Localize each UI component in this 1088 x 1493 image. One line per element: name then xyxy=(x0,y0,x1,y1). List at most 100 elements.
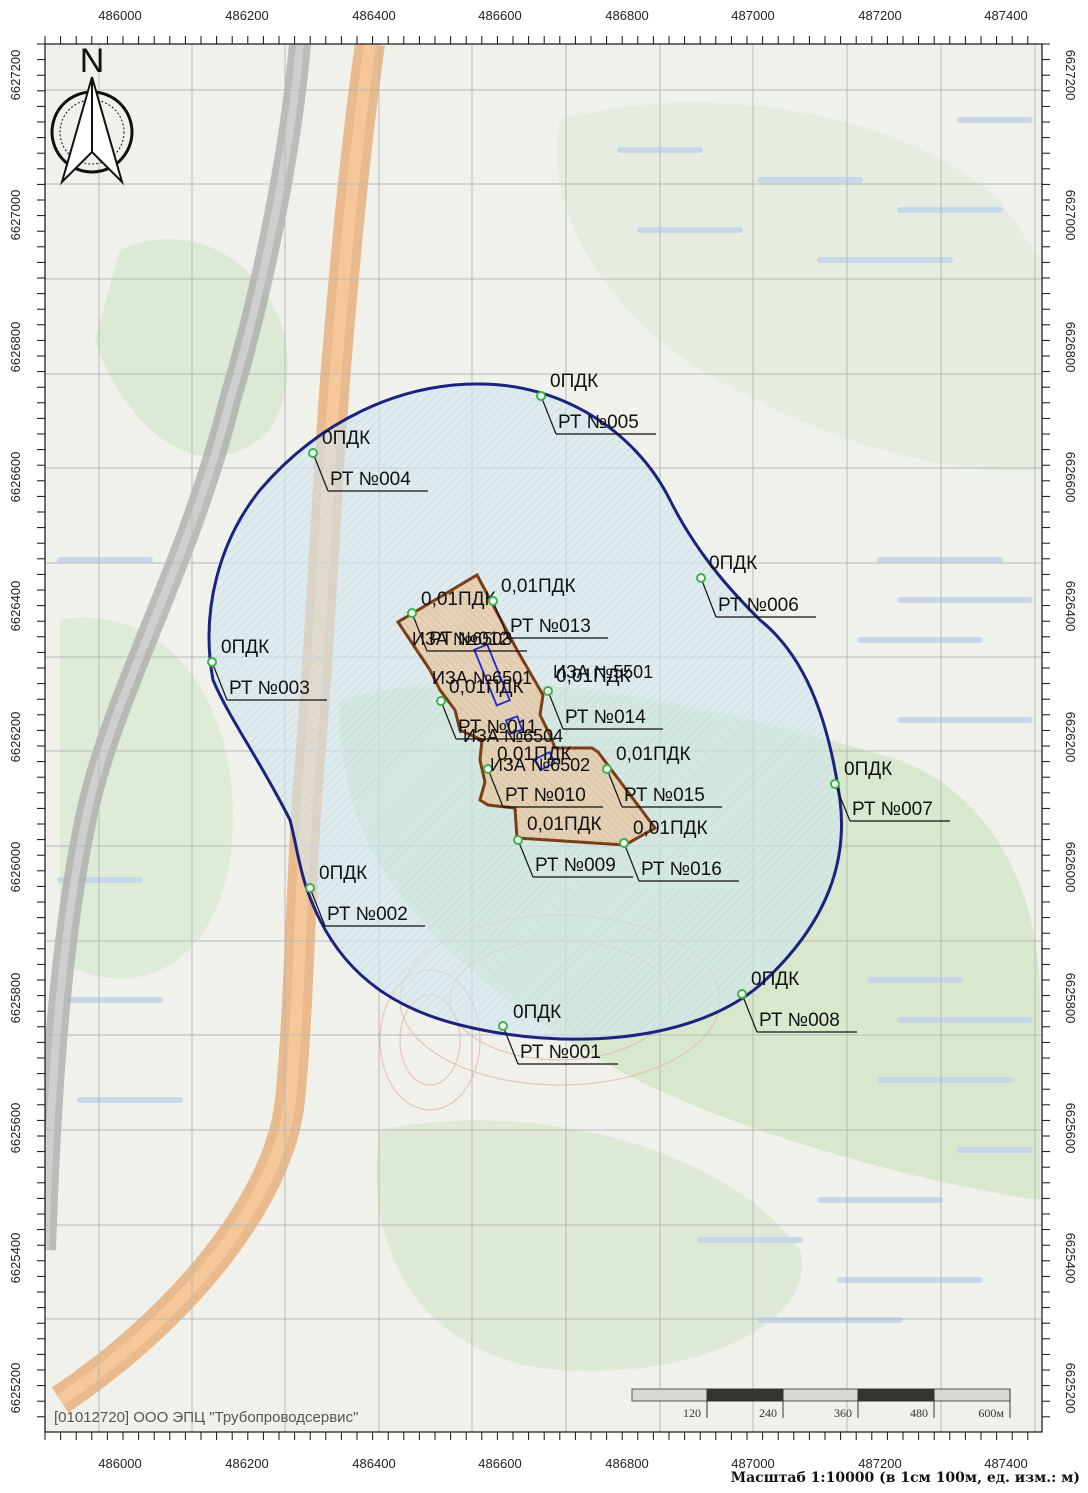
source-label: ИЗА №5501 xyxy=(553,662,653,682)
leader-line xyxy=(440,700,457,740)
scale-bar-label: 240 xyxy=(759,1406,777,1420)
concentration-label: 0,01ПДК xyxy=(527,814,602,835)
receptor-point: РТ №005 0ПДК xyxy=(536,371,656,435)
map-frame xyxy=(44,43,1043,1433)
y-coordinate-label: 6626200 xyxy=(8,712,23,763)
scale-bar-label: 600м xyxy=(978,1406,1004,1420)
leader-line xyxy=(540,395,557,435)
receptor-label: РТ №008 xyxy=(759,1010,840,1031)
scale-bar-label: 360 xyxy=(834,1406,852,1420)
railway-track xyxy=(45,44,304,1251)
scale-bar-segment xyxy=(706,1388,784,1402)
receptor-marker xyxy=(830,779,840,789)
concentration-label: 0,01ПДК xyxy=(616,744,691,765)
leader-line xyxy=(517,839,534,878)
y-coordinate-label: 6626000 xyxy=(1063,842,1078,893)
scale-bar-label: 120 xyxy=(683,1406,701,1420)
y-coordinate-label: 6627200 xyxy=(1063,50,1078,101)
source-label: ИЗА №6501 xyxy=(432,668,532,688)
receptor-marker xyxy=(498,1021,508,1031)
receptor-point: РТ №011 0,01ПДК xyxy=(436,677,556,740)
y-coordinate-label: 6626800 xyxy=(1063,322,1078,373)
y-coordinate-label: 6626200 xyxy=(1063,712,1078,763)
receptor-point: РТ №016 0,01ПДК xyxy=(619,818,739,882)
receptor-marker xyxy=(488,596,498,606)
x-coordinate-label: 487200 xyxy=(858,8,901,23)
source-labels: ИЗА №6503 ИЗА №6501 ИЗА №5501 ИЗА №6504 … xyxy=(412,629,653,775)
y-coordinate-label: 6627200 xyxy=(8,50,23,101)
y-coordinate-label: 6626800 xyxy=(8,322,23,373)
y-coordinate-label: 6625200 xyxy=(1063,1363,1078,1414)
leader-line xyxy=(309,887,326,927)
scale-bar-segment xyxy=(933,1388,1011,1402)
concentration-label: 0,01ПДК xyxy=(449,677,524,698)
concentration-label: 0,01ПДК xyxy=(497,744,572,765)
leader-line xyxy=(623,842,640,882)
receptor-marker xyxy=(483,764,493,774)
industrial-site-hatch xyxy=(398,575,655,845)
x-coordinate-label: 487000 xyxy=(731,8,774,23)
north-arrow: N xyxy=(50,42,134,186)
leader-line xyxy=(211,661,228,701)
receptor-marker xyxy=(737,989,747,999)
receptor-point: РТ №014 0,01ПДК xyxy=(543,666,663,730)
receptor-label: РТ №016 xyxy=(641,859,722,880)
receptor-marker xyxy=(513,835,523,845)
leader-line xyxy=(834,783,851,822)
receptor-label: РТ №010 xyxy=(505,785,586,806)
receptor-label: РТ №003 xyxy=(229,678,310,699)
scale-bar-segment xyxy=(857,1388,935,1402)
scale-bar-segment xyxy=(631,1388,708,1402)
concentration-label: 0ПДК xyxy=(322,428,370,449)
leader-line xyxy=(547,690,564,730)
receptor-marker xyxy=(305,883,315,893)
emission-source-6503 xyxy=(473,643,511,707)
receptor-point: РТ №009 0,01ПДК xyxy=(513,814,633,878)
y-coordinate-label: 6626600 xyxy=(1063,452,1078,503)
receptor-label: РТ №014 xyxy=(565,707,646,728)
receptor-point: РТ №003 0ПДК xyxy=(207,637,327,701)
receptor-marker xyxy=(543,686,553,696)
receptor-label: РТ №001 xyxy=(520,1042,601,1063)
coordinate-labels: 486000 486000 486200 486200 486400 486400 4866… xyxy=(8,8,1078,1471)
concentration-label: 0ПДК xyxy=(319,863,367,884)
receptor-label: РТ №012 xyxy=(429,629,510,650)
emission-sources xyxy=(473,643,556,772)
y-coordinate-label: 6625400 xyxy=(1063,1233,1078,1284)
receptor-point: РТ №013 0,01ПДК xyxy=(488,576,608,639)
y-coordinate-label: 6627000 xyxy=(1063,190,1078,241)
receptor-point: РТ №004 0ПДК xyxy=(308,428,428,492)
receptor-label: РТ №011 xyxy=(458,717,537,738)
leader-line xyxy=(606,768,623,808)
receptor-point: РТ №002 0ПДК xyxy=(305,863,425,927)
scale-bar: 120 240 360 480 600м xyxy=(631,1388,1011,1420)
x-coordinate-label: 486000 xyxy=(98,1456,141,1471)
x-coordinate-label: 486600 xyxy=(478,8,521,23)
concentration-label: 0ПДК xyxy=(550,371,598,392)
y-coordinate-label: 6626600 xyxy=(8,452,23,503)
x-coordinate-label: 486800 xyxy=(605,8,648,23)
receptor-label: РТ №009 xyxy=(535,855,616,876)
receptor-point: РТ №008 0ПДК xyxy=(737,969,857,1033)
y-coordinate-label: 6625800 xyxy=(8,973,23,1024)
concentration-label: 0ПДК xyxy=(513,1002,561,1023)
receptor-marker xyxy=(308,448,318,458)
y-coordinate-label: 6626400 xyxy=(1063,581,1078,632)
x-coordinate-label: 486200 xyxy=(225,1456,268,1471)
source-label: ИЗА №6503 xyxy=(412,629,512,649)
leader-line xyxy=(487,768,504,808)
receptor-marker xyxy=(619,838,629,848)
receptor-point: РТ №012 0,01ПДК xyxy=(407,589,527,652)
y-coordinate-label: 6626000 xyxy=(8,842,23,893)
x-coordinate-label: 486800 xyxy=(605,1456,648,1471)
receptor-label: РТ №002 xyxy=(327,904,408,925)
x-coordinate-label: 487000 xyxy=(731,1456,774,1471)
y-coordinate-label: 6625600 xyxy=(1063,1103,1078,1154)
x-coordinate-label: 486400 xyxy=(352,8,395,23)
leader-line xyxy=(411,612,428,652)
receptor-point: РТ №001 0ПДК xyxy=(498,1002,618,1065)
receptor-marker xyxy=(602,764,612,774)
y-coordinate-label: 6625200 xyxy=(8,1363,23,1414)
